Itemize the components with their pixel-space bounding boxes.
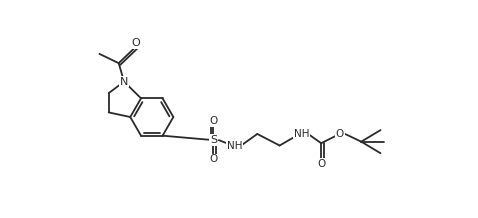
Text: O: O (317, 159, 326, 169)
Text: NH: NH (227, 141, 243, 150)
Text: NH: NH (294, 129, 310, 139)
Text: S: S (210, 135, 217, 145)
Text: N: N (120, 77, 128, 87)
Text: O: O (209, 116, 217, 126)
Text: O: O (336, 129, 344, 139)
Text: O: O (131, 38, 140, 48)
Text: O: O (209, 154, 217, 164)
